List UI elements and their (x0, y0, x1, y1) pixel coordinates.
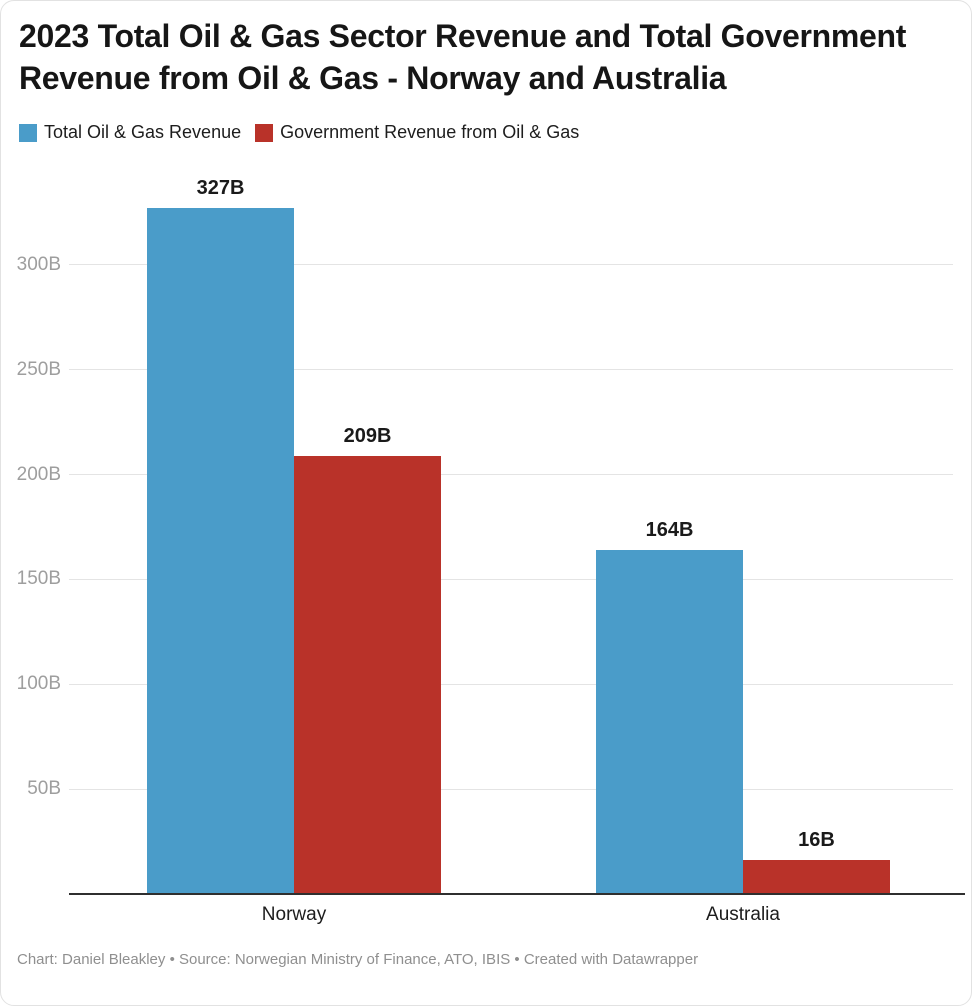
x-axis-category-label: Australia (706, 904, 780, 925)
bar-value-label: 16B (798, 829, 835, 851)
x-axis-category-label: Norway (261, 904, 327, 925)
legend-swatch (255, 123, 274, 142)
legend-item: Total Oil & Gas Revenue (19, 122, 241, 143)
x-axis-line (69, 893, 965, 895)
gridline (69, 474, 953, 476)
y-tick-label: 200B (16, 463, 61, 485)
legend-label: Total Oil & Gas Revenue (44, 122, 242, 142)
bar (147, 208, 294, 894)
y-tick-label: 300B (16, 253, 61, 275)
gridline (69, 369, 953, 371)
x-axis-labels: Norway Australia (69, 904, 953, 930)
gridline (69, 788, 953, 790)
y-axis-labels: 50B 100B 150B 200B 250B 300B (1, 181, 61, 894)
bar (596, 550, 743, 894)
bar (294, 456, 441, 894)
bar-value-label: 164B (645, 519, 694, 541)
gridline (69, 683, 953, 685)
y-tick-label: 50B (27, 778, 61, 800)
y-tick-label: 250B (16, 358, 61, 380)
legend-label: Government Revenue from Oil & Gas (280, 122, 580, 142)
legend-item: Government Revenue from Oil & Gas (255, 122, 579, 143)
y-tick-label: 150B (16, 568, 61, 590)
bar (743, 860, 890, 894)
plot-area: 327B 209B 164B 16B (69, 177, 965, 895)
gridline (69, 264, 953, 266)
legend: Total Oil & Gas Revenue Government Revenu… (19, 122, 579, 143)
legend-swatch (19, 123, 37, 142)
y-tick-label: 100B (16, 673, 61, 695)
gridline (69, 578, 953, 580)
bar-value-label: 327B (196, 177, 245, 199)
bar-value-label: 209B (343, 425, 392, 447)
chart-footer: Chart: Daniel Bleakley • Source: Norwegi… (17, 951, 699, 968)
chart-title: 2023 Total Oil & Gas Sector Revenue and … (19, 18, 907, 96)
